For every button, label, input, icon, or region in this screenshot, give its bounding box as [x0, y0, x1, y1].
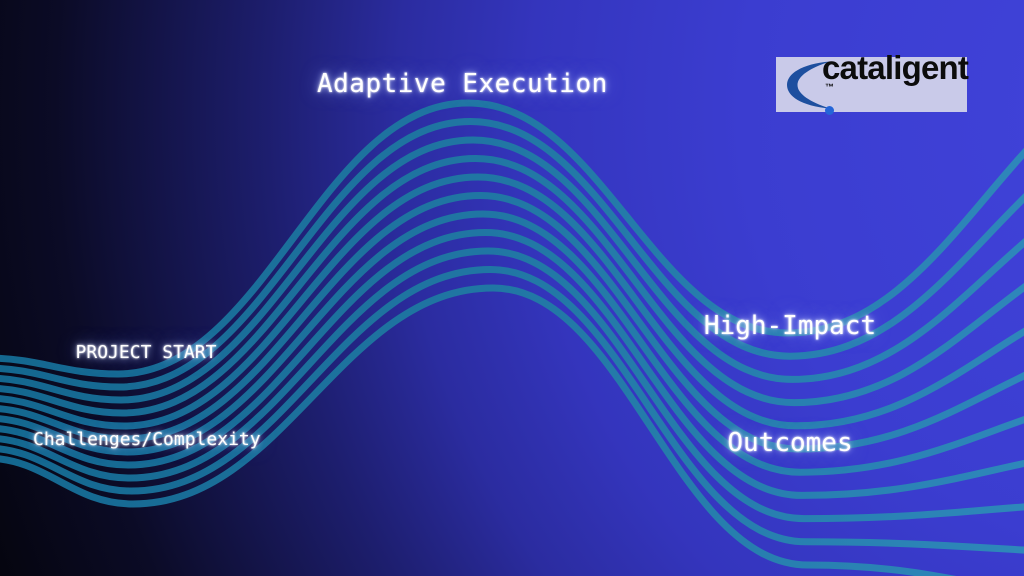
outcomes-line2: Outcomes — [727, 428, 853, 458]
crescent-icon — [787, 61, 830, 109]
high-impact-outcomes-label: High-Impact Outcomes — [700, 229, 880, 541]
wave-line — [0, 228, 1024, 499]
wave-line — [0, 99, 1024, 378]
wave-line — [0, 173, 1024, 430]
adaptive-execution-label: Adaptive Execution — [317, 69, 608, 99]
logo-end: ™ — [822, 82, 837, 118]
wave-line — [0, 247, 1024, 523]
wave-line — [0, 265, 1024, 554]
project-start-line1: PROJECT START — [75, 342, 217, 363]
wave-line — [0, 210, 1024, 476]
wave-line — [0, 117, 1024, 391]
logo-dot-icon — [825, 106, 834, 115]
trademark-symbol: ™ — [825, 82, 834, 92]
outcomes-line1: High-Impact — [703, 311, 877, 341]
wave-line — [0, 191, 1024, 453]
project-start-label: PROJECT START Challenges/Complexity — [33, 280, 261, 512]
logo-wordmark: cataligent ™ — [822, 49, 969, 118]
wave-line — [0, 154, 1024, 417]
cataligent-logo: cataligent ™ — [776, 51, 969, 115]
wave-line — [0, 136, 1024, 404]
project-start-line2: Challenges/Complexity — [33, 429, 261, 450]
logo-text: cataligent — [822, 49, 969, 86]
wave-line — [0, 284, 957, 576]
